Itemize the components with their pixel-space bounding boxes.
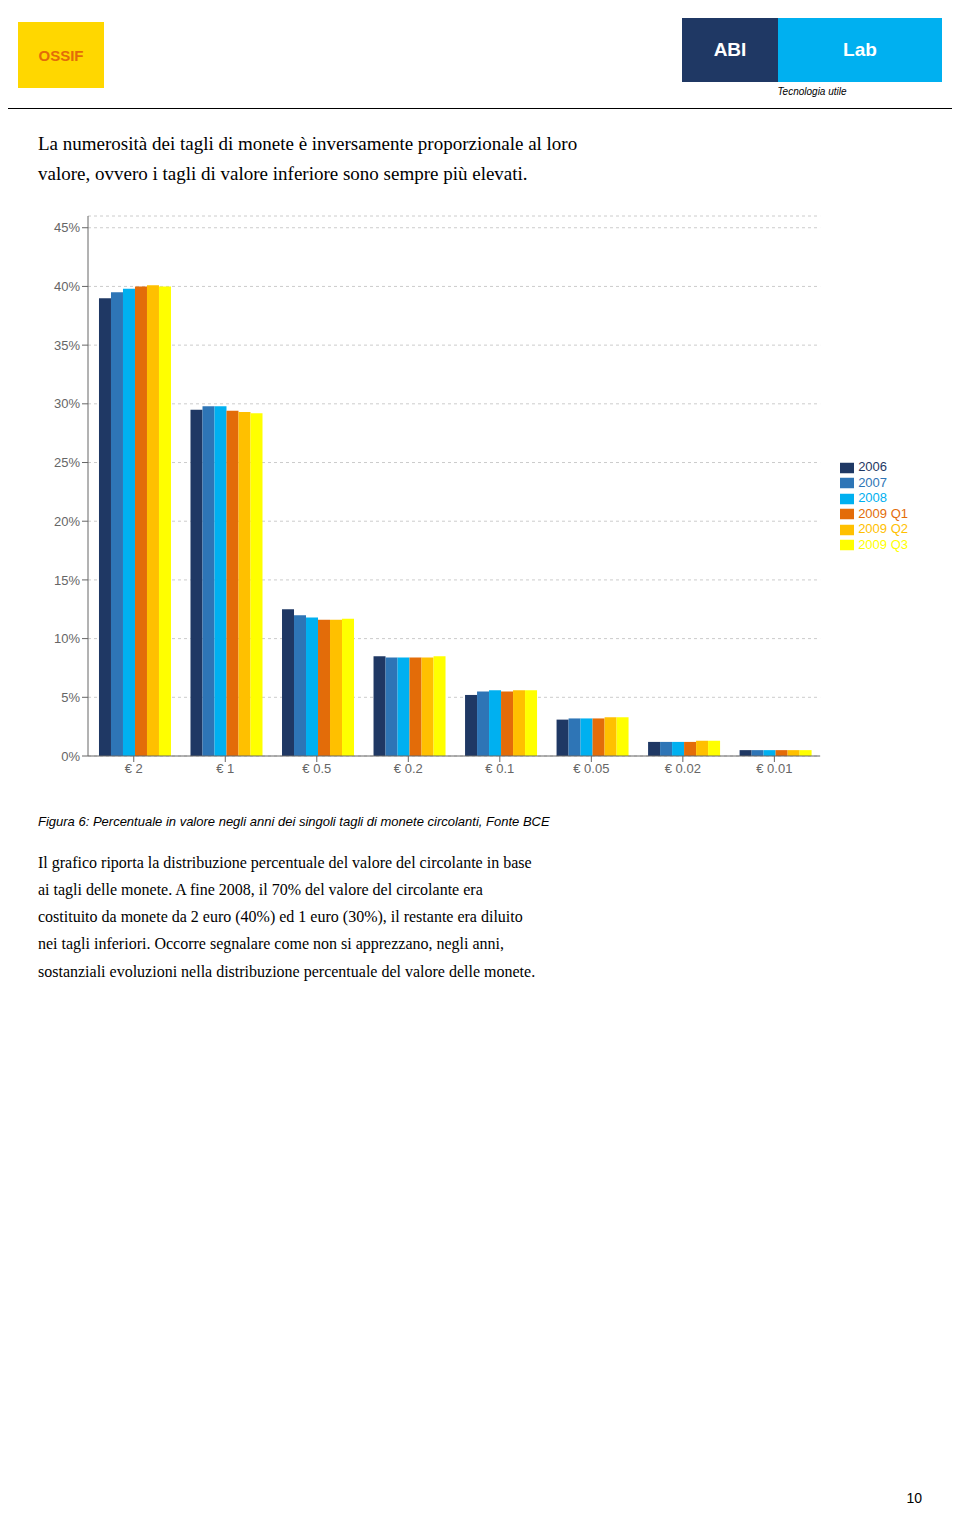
svg-text:€ 0.02: € 0.02 — [665, 761, 701, 776]
html-text:2007: 2007 — [858, 474, 887, 490]
svg-text:€ 1: € 1 — [216, 761, 234, 776]
svg-text:€ 0.05: € 0.05 — [573, 761, 609, 776]
svg-text:15%: 15% — [54, 572, 80, 587]
html-text:La numerosità dei tagli di mon: La numerosità dei tagli di monete è inve… — [38, 133, 578, 185]
html-text:2006: 2006 — [858, 459, 887, 475]
svg-text:€ 0.01: € 0.01 — [756, 761, 792, 776]
svg-text:€ 0.5: € 0.5 — [302, 761, 331, 776]
svg-text:30%: 30% — [54, 396, 80, 411]
svg-text:€ 2: € 2 — [125, 761, 143, 776]
html-text:Il grafico riporta la distribu: Il grafico riporta la distribuzione perc… — [38, 853, 536, 980]
svg-text:10%: 10% — [54, 631, 80, 646]
html-text:2009 Q3: 2009 Q3 — [858, 536, 908, 552]
html-text:10: 10 — [906, 1490, 922, 1506]
html-text:Lab: Lab — [843, 39, 877, 60]
html-text:2009 Q1: 2009 Q1 — [858, 505, 908, 521]
svg-text:35%: 35% — [54, 338, 80, 353]
html-text:ABI: ABI — [713, 39, 747, 60]
html-text:OSSIF: OSSIF — [38, 46, 84, 64]
html-text:Tecnologia utile: Tecnologia utile — [777, 86, 847, 97]
svg-text:€ 0.2: € 0.2 — [394, 761, 423, 776]
svg-text:40%: 40% — [54, 279, 80, 294]
svg-text:€ 0.1: € 0.1 — [485, 761, 514, 776]
html-text:2008: 2008 — [858, 490, 887, 506]
html-text:2009 Q2: 2009 Q2 — [858, 521, 908, 537]
svg-text:0%: 0% — [61, 748, 80, 763]
svg-text:25%: 25% — [54, 455, 80, 470]
svg-text:20%: 20% — [54, 514, 80, 529]
svg-text:45%: 45% — [54, 220, 80, 235]
svg-text:5%: 5% — [61, 690, 80, 705]
html-text:Figura 6: Percentuale in valor: Figura 6: Percentuale in valore negli an… — [38, 813, 550, 829]
